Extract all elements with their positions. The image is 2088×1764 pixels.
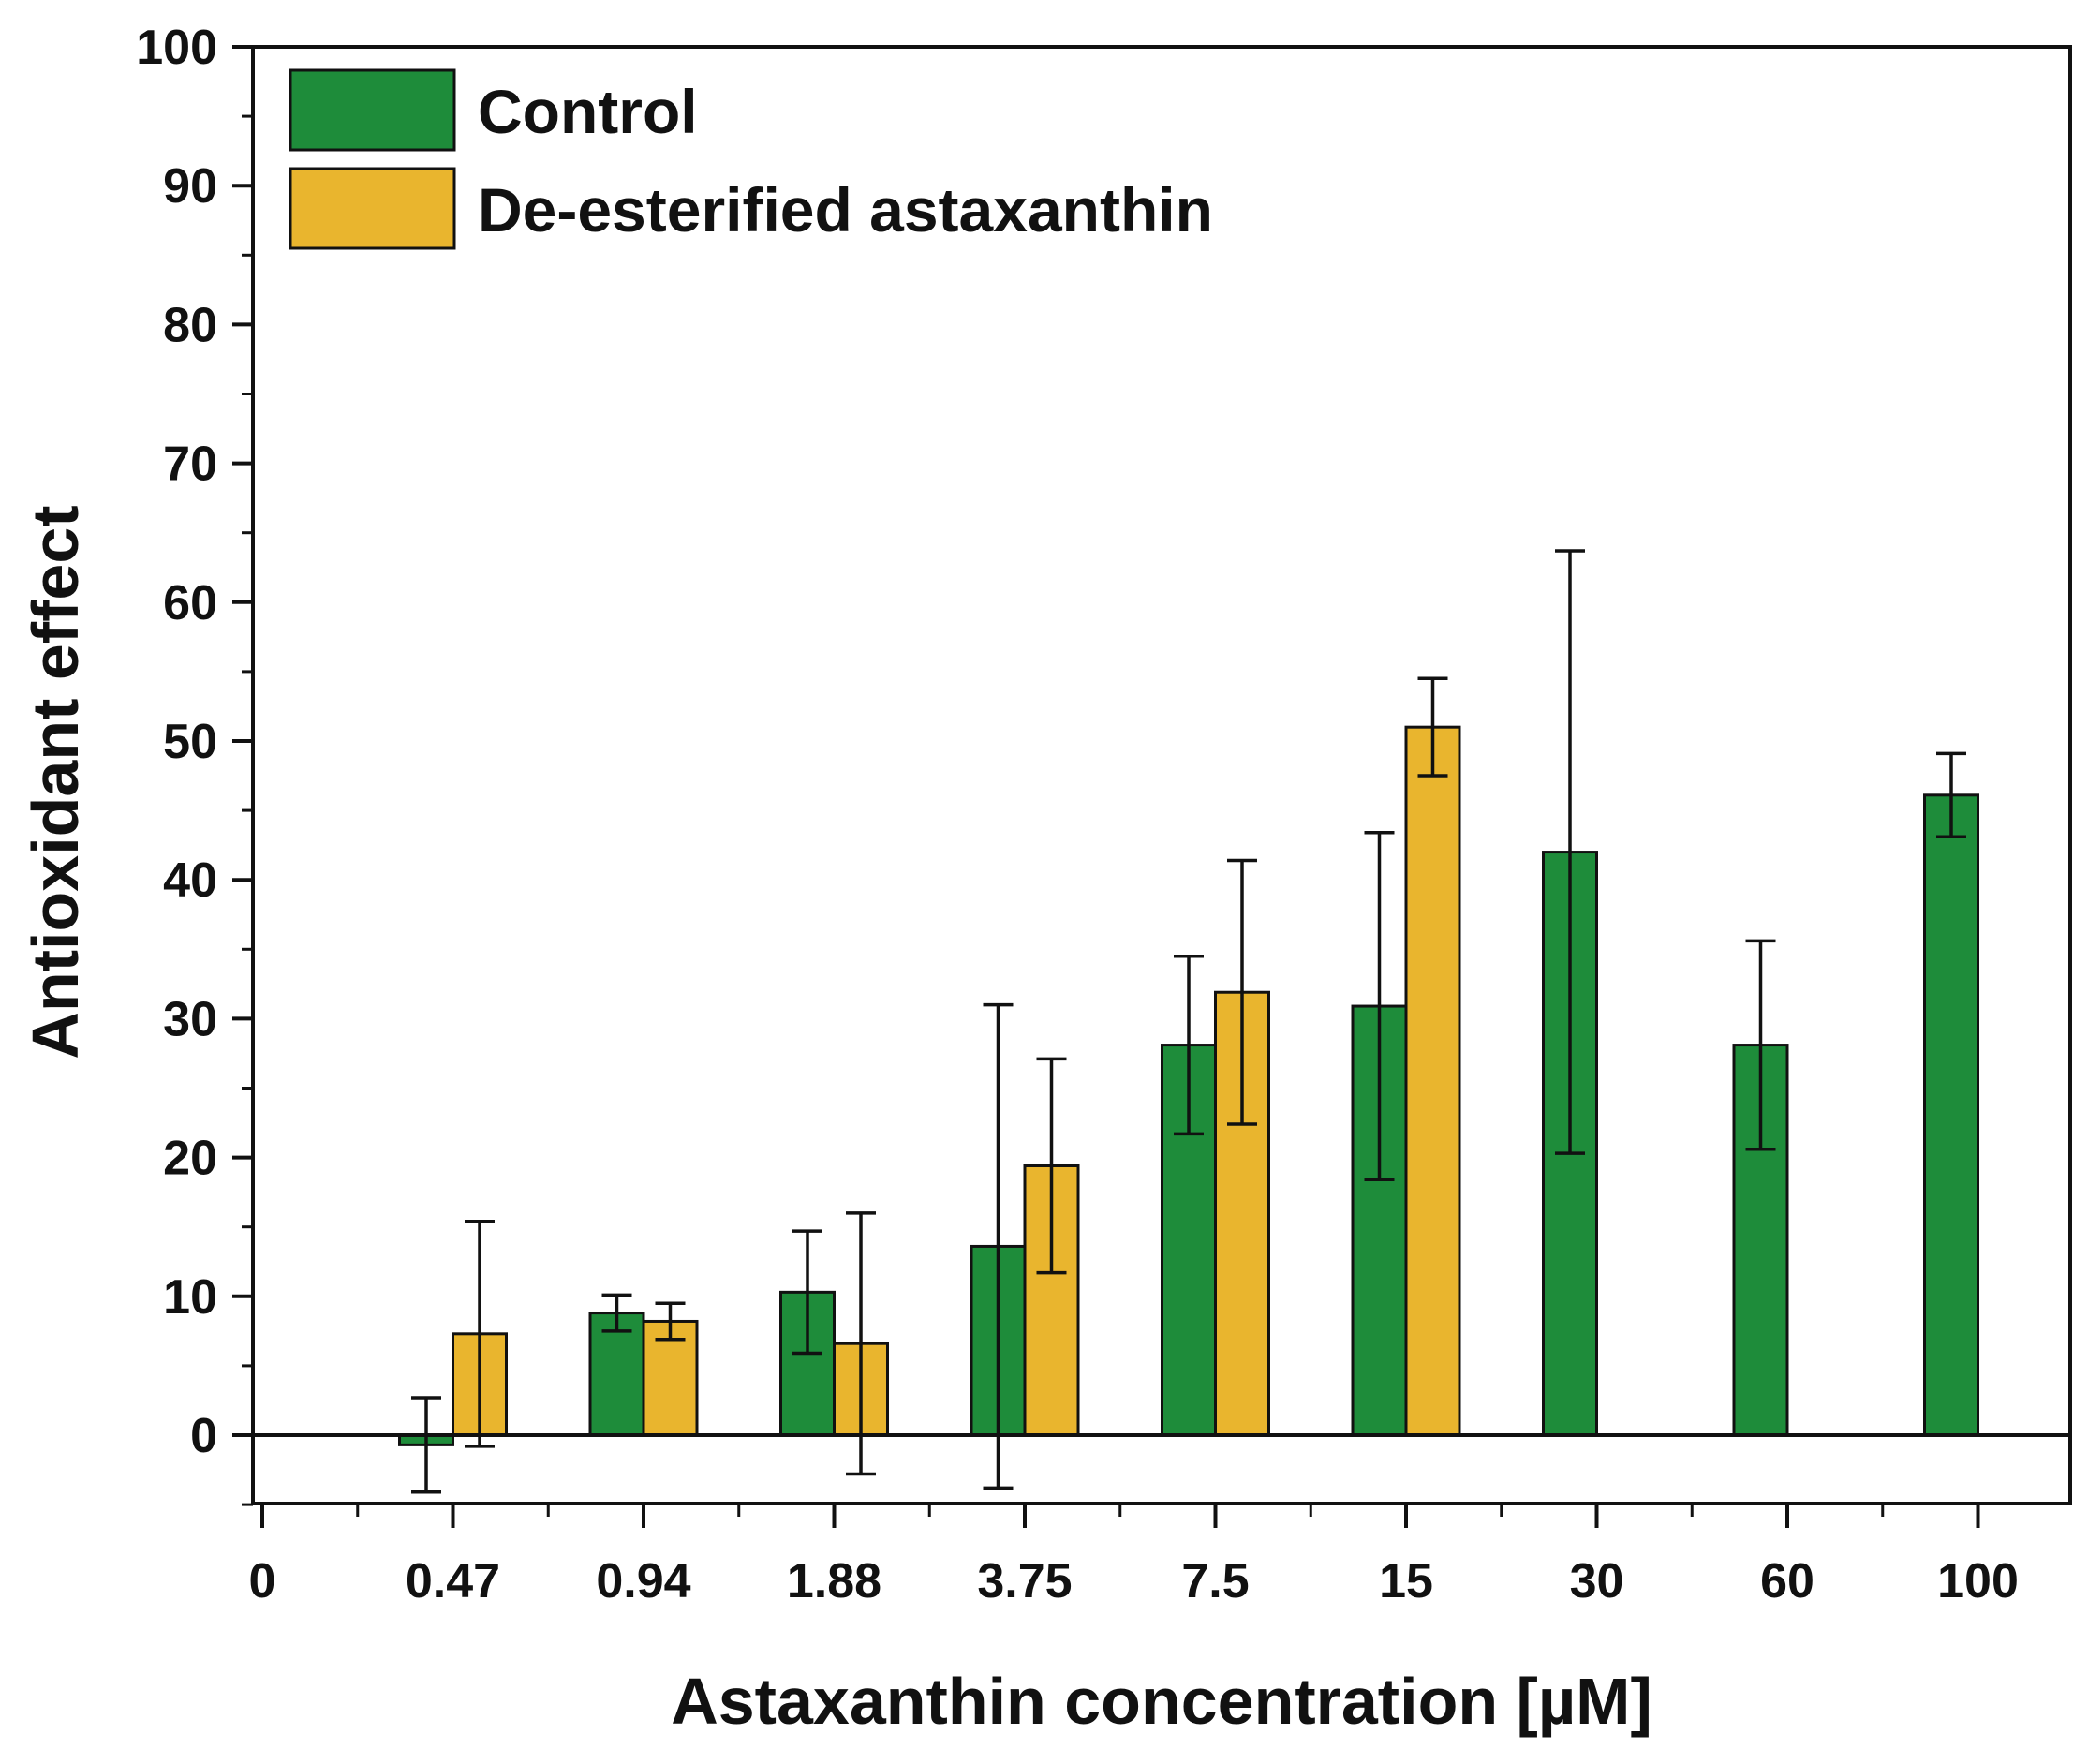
x-axis-title: Astaxanthin concentration [µM] — [671, 1665, 1652, 1738]
y-tick-label: 0 — [190, 1409, 217, 1463]
legend-label-control: Control — [478, 77, 698, 146]
x-tick-label: 3.75 — [977, 1554, 1072, 1608]
y-tick-label: 100 — [136, 21, 217, 75]
legend-label-deesterified: De-esterified astaxanthin — [478, 175, 1213, 245]
x-tick-label: 0 — [249, 1554, 276, 1608]
y-tick-label: 60 — [163, 576, 217, 630]
legend-swatch-control — [289, 68, 456, 152]
bar-control — [1923, 793, 1979, 1437]
bar-deesterified — [1404, 725, 1461, 1437]
y-tick-label: 30 — [163, 992, 217, 1046]
legend-swatch-deesterified — [289, 167, 456, 250]
x-tick-label: 100 — [1937, 1554, 2019, 1608]
y-tick-label: 40 — [163, 853, 217, 908]
x-axis-ticks: 0 0.47 0.94 1.88 3.75 7.5 15 30 60 100 — [249, 1504, 2019, 1608]
x-tick-label: 60 — [1760, 1554, 1814, 1608]
y-tick-label: 80 — [163, 298, 217, 352]
error-bars-group — [411, 549, 1966, 1494]
x-tick-label: 1.88 — [787, 1554, 881, 1608]
y-axis-ticks: 0 10 20 30 40 50 60 70 80 90 100 — [136, 21, 253, 1506]
y-tick-label: 10 — [163, 1270, 217, 1325]
x-tick-label: 30 — [1570, 1554, 1624, 1608]
bar-control — [588, 1312, 645, 1437]
y-tick-label: 90 — [163, 159, 217, 214]
y-tick-label: 50 — [163, 715, 217, 769]
y-axis-title: Antioxidant effect — [19, 505, 92, 1059]
x-tick-label: 0.47 — [406, 1554, 500, 1608]
x-tick-label: 0.94 — [596, 1554, 690, 1608]
y-tick-label: 20 — [163, 1132, 217, 1186]
x-tick-label: 15 — [1379, 1554, 1433, 1608]
legend: Control De-esterified astaxanthin — [289, 68, 1213, 250]
y-tick-label: 70 — [163, 437, 217, 492]
plot-frame — [251, 45, 2072, 1505]
x-tick-label: 7.5 — [1181, 1554, 1249, 1608]
